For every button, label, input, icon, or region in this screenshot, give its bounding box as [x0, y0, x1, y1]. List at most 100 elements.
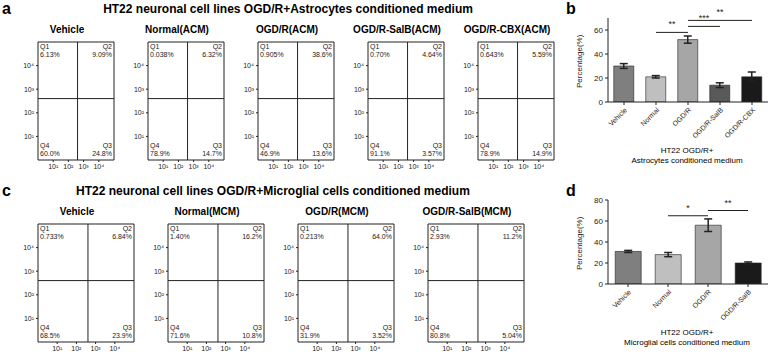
- svg-text:10²: 10²: [24, 109, 35, 116]
- svg-text:10⁴: 10⁴: [23, 62, 34, 69]
- svg-text:**: **: [716, 7, 724, 17]
- svg-text:10²: 10²: [201, 345, 212, 352]
- svg-text:10³: 10³: [189, 163, 200, 170]
- svg-text:10²: 10²: [354, 109, 365, 116]
- svg-text:10¹: 10¹: [154, 315, 165, 322]
- svg-text:10⁴: 10⁴: [93, 163, 104, 170]
- svg-text:10²: 10²: [461, 345, 472, 352]
- svg-text:10¹: 10¹: [464, 133, 475, 140]
- svg-text:10²: 10²: [414, 291, 425, 298]
- svg-text:10¹: 10¹: [442, 345, 453, 352]
- svg-text:40: 40: [594, 50, 603, 59]
- svg-text:Percentage(%): Percentage(%): [575, 216, 584, 270]
- html-text:Vehicle: Vehicle: [49, 24, 85, 35]
- svg-text:10³: 10³: [284, 268, 295, 275]
- svg-text:10⁴: 10⁴: [133, 62, 144, 69]
- svg-text:Normal: Normal: [639, 106, 660, 127]
- html-text:HT22 neuronal cell lines OGD/R: HT22 neuronal cell lines OGD/R+Astrocyte…: [103, 2, 473, 16]
- svg-text:10³: 10³: [24, 86, 35, 93]
- svg-text:10¹: 10¹: [284, 315, 295, 322]
- svg-text:10⁴: 10⁴: [203, 163, 214, 170]
- svg-text:10⁴: 10⁴: [239, 345, 250, 352]
- svg-text:10²: 10²: [393, 163, 404, 170]
- svg-text:10⁴: 10⁴: [243, 62, 254, 69]
- svg-text:10³: 10³: [154, 268, 165, 275]
- svg-text:10³: 10³: [299, 163, 310, 170]
- svg-text:10¹: 10¹: [488, 163, 499, 170]
- svg-text:10³: 10³: [464, 86, 475, 93]
- svg-text:10²: 10²: [71, 345, 82, 352]
- svg-text:10⁴: 10⁴: [23, 244, 34, 251]
- svg-text:OGD/R-SalB: OGD/R-SalB: [691, 106, 725, 140]
- svg-text:0: 0: [599, 280, 604, 289]
- svg-text:OGD/R: OGD/R: [691, 288, 712, 309]
- svg-text:10¹: 10¹: [312, 345, 323, 352]
- svg-text:10³: 10³: [221, 345, 232, 352]
- svg-text:10¹: 10¹: [182, 345, 193, 352]
- svg-text:10²: 10²: [244, 109, 255, 116]
- svg-text:10¹: 10¹: [268, 163, 279, 170]
- svg-text:10¹: 10¹: [48, 163, 59, 170]
- svg-text:Normal: Normal: [651, 288, 672, 309]
- svg-text:10³: 10³: [91, 345, 102, 352]
- svg-text:OGD/R-CBX: OGD/R-CBX: [723, 106, 756, 139]
- svg-text:10³: 10³: [409, 163, 420, 170]
- svg-text:10⁴: 10⁴: [313, 163, 324, 170]
- svg-text:60: 60: [594, 217, 603, 226]
- svg-text:**: **: [724, 198, 732, 208]
- svg-text:10²: 10²: [63, 163, 74, 170]
- svg-text:10⁴: 10⁴: [369, 345, 380, 352]
- svg-text:40: 40: [594, 238, 603, 247]
- svg-text:10²: 10²: [331, 345, 342, 352]
- svg-text:Vehicle: Vehicle: [611, 288, 632, 309]
- svg-text:20: 20: [594, 259, 603, 268]
- svg-text:20: 20: [594, 74, 603, 83]
- svg-text:*: *: [686, 203, 690, 213]
- svg-text:10²: 10²: [134, 109, 145, 116]
- svg-text:10²: 10²: [24, 291, 35, 298]
- svg-text:10³: 10³: [414, 268, 425, 275]
- svg-text:Percentage(%): Percentage(%): [575, 34, 584, 88]
- svg-text:**: **: [668, 19, 676, 29]
- svg-text:***: ***: [699, 13, 710, 23]
- svg-text:80: 80: [594, 196, 603, 205]
- svg-text:10⁴: 10⁴: [463, 62, 474, 69]
- svg-text:10⁴: 10⁴: [499, 345, 510, 352]
- svg-text:10⁴: 10⁴: [283, 244, 294, 251]
- svg-text:10¹: 10¹: [354, 133, 365, 140]
- svg-text:OGD/R: OGD/R: [671, 106, 692, 127]
- svg-text:10¹: 10¹: [414, 315, 425, 322]
- svg-text:10³: 10³: [134, 86, 145, 93]
- svg-text:10⁴: 10⁴: [423, 163, 434, 170]
- svg-text:10²: 10²: [173, 163, 184, 170]
- svg-text:10²: 10²: [154, 291, 165, 298]
- svg-text:10⁴: 10⁴: [353, 62, 364, 69]
- svg-text:10¹: 10¹: [158, 163, 169, 170]
- svg-text:10⁴: 10⁴: [109, 345, 120, 352]
- svg-text:10³: 10³: [354, 86, 365, 93]
- svg-text:10²: 10²: [464, 109, 475, 116]
- svg-text:OGD/R-SalB: OGD/R-SalB: [719, 288, 753, 322]
- svg-text:10¹: 10¹: [24, 133, 35, 140]
- svg-text:10²: 10²: [284, 291, 295, 298]
- svg-text:60: 60: [594, 26, 603, 35]
- svg-text:10⁴: 10⁴: [533, 163, 544, 170]
- svg-text:10⁴: 10⁴: [413, 244, 424, 251]
- svg-text:0: 0: [599, 98, 604, 107]
- svg-text:10³: 10³: [24, 268, 35, 275]
- svg-text:10¹: 10¹: [244, 133, 255, 140]
- html-text:HT22 neuronal cell lines OGD/R: HT22 neuronal cell lines OGD/R+Microglia…: [76, 184, 470, 198]
- svg-text:10¹: 10¹: [134, 133, 145, 140]
- svg-text:10³: 10³: [519, 163, 530, 170]
- svg-text:10³: 10³: [481, 345, 492, 352]
- svg-text:10¹: 10¹: [24, 315, 35, 322]
- svg-text:10³: 10³: [244, 86, 255, 93]
- svg-text:10³: 10³: [79, 163, 90, 170]
- svg-text:10¹: 10¹: [378, 163, 389, 170]
- svg-text:10³: 10³: [351, 345, 362, 352]
- svg-text:10¹: 10¹: [52, 345, 63, 352]
- svg-text:10²: 10²: [283, 163, 294, 170]
- svg-text:Vehicle: Vehicle: [607, 106, 628, 127]
- svg-text:10²: 10²: [503, 163, 514, 170]
- svg-text:10⁴: 10⁴: [153, 244, 164, 251]
